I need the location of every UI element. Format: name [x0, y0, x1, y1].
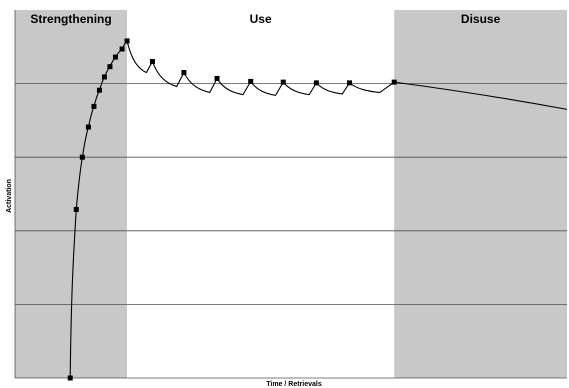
retrieval-marker-13 — [181, 70, 187, 76]
retrieval-marker-3 — [79, 154, 85, 160]
retrieval-markers — [67, 38, 397, 381]
retrieval-marker-19 — [391, 79, 397, 85]
phase-band-use — [127, 10, 395, 378]
retrieval-marker-11 — [124, 38, 130, 44]
retrieval-marker-17 — [313, 80, 319, 86]
retrieval-marker-8 — [107, 64, 113, 70]
gridlines — [15, 83, 567, 305]
retrieval-marker-6 — [96, 87, 102, 93]
phase-band-disuse — [394, 10, 567, 378]
retrieval-marker-16 — [280, 79, 286, 85]
retrieval-marker-12 — [149, 59, 155, 65]
retrieval-marker-4 — [85, 124, 91, 130]
plot-frame — [14, 10, 567, 379]
phase-bands — [15, 10, 567, 378]
y-axis-label: Activation — [6, 179, 13, 213]
retrieval-marker-18 — [347, 80, 353, 86]
retrieval-marker-1 — [67, 375, 73, 381]
retrieval-marker-5 — [91, 103, 97, 109]
strengthening-phase-label: Strengthening — [30, 12, 111, 26]
retrieval-marker-2 — [73, 206, 79, 212]
retrieval-marker-7 — [101, 74, 107, 80]
use-phase-label: Use — [250, 12, 272, 26]
retrieval-marker-10 — [119, 46, 125, 52]
retrieval-marker-14 — [214, 75, 220, 81]
disuse-phase-label: Disuse — [461, 12, 501, 26]
x-axis-label: Time / Retrievals — [266, 381, 322, 388]
retrieval-marker-15 — [248, 78, 254, 84]
retrieval-marker-9 — [112, 54, 118, 60]
